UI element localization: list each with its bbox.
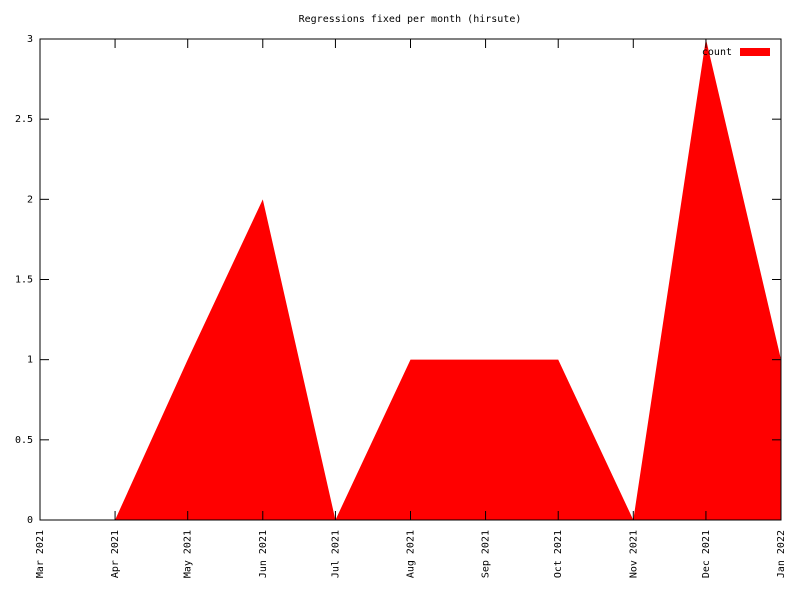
y-tick-label: 0.5 bbox=[15, 435, 33, 446]
y-tick-label: 2 bbox=[27, 194, 33, 205]
y-tick-label: 2.5 bbox=[15, 114, 33, 125]
x-tick-label: Sep 2021 bbox=[481, 530, 492, 578]
x-tick-label: Oct 2021 bbox=[553, 530, 564, 578]
plot-border bbox=[39, 38, 782, 521]
y-tick-label: 0 bbox=[27, 515, 33, 526]
x-tick-label: Mar 2021 bbox=[35, 530, 46, 578]
y-tick-label: 1.5 bbox=[15, 275, 33, 286]
x-tick-label: Aug 2021 bbox=[406, 530, 417, 578]
y-tick-label: 1 bbox=[27, 355, 33, 366]
x-tick-label: Jul 2021 bbox=[330, 530, 341, 578]
area bbox=[40, 39, 781, 520]
x-tick-label: Jun 2021 bbox=[258, 530, 269, 578]
y-tick-label: 3 bbox=[27, 34, 33, 45]
x-tick-label: Jan 2022 bbox=[776, 530, 787, 578]
x-tick-label: May 2021 bbox=[183, 530, 194, 578]
x-tick-label: Nov 2021 bbox=[628, 530, 639, 578]
x-tick-label: Dec 2021 bbox=[701, 530, 712, 578]
chart-title: Regressions fixed per month (hirsute) bbox=[299, 14, 522, 25]
x-tick-label: Apr 2021 bbox=[110, 530, 121, 578]
legend-label: count bbox=[702, 47, 732, 58]
legend-swatch bbox=[740, 48, 770, 56]
